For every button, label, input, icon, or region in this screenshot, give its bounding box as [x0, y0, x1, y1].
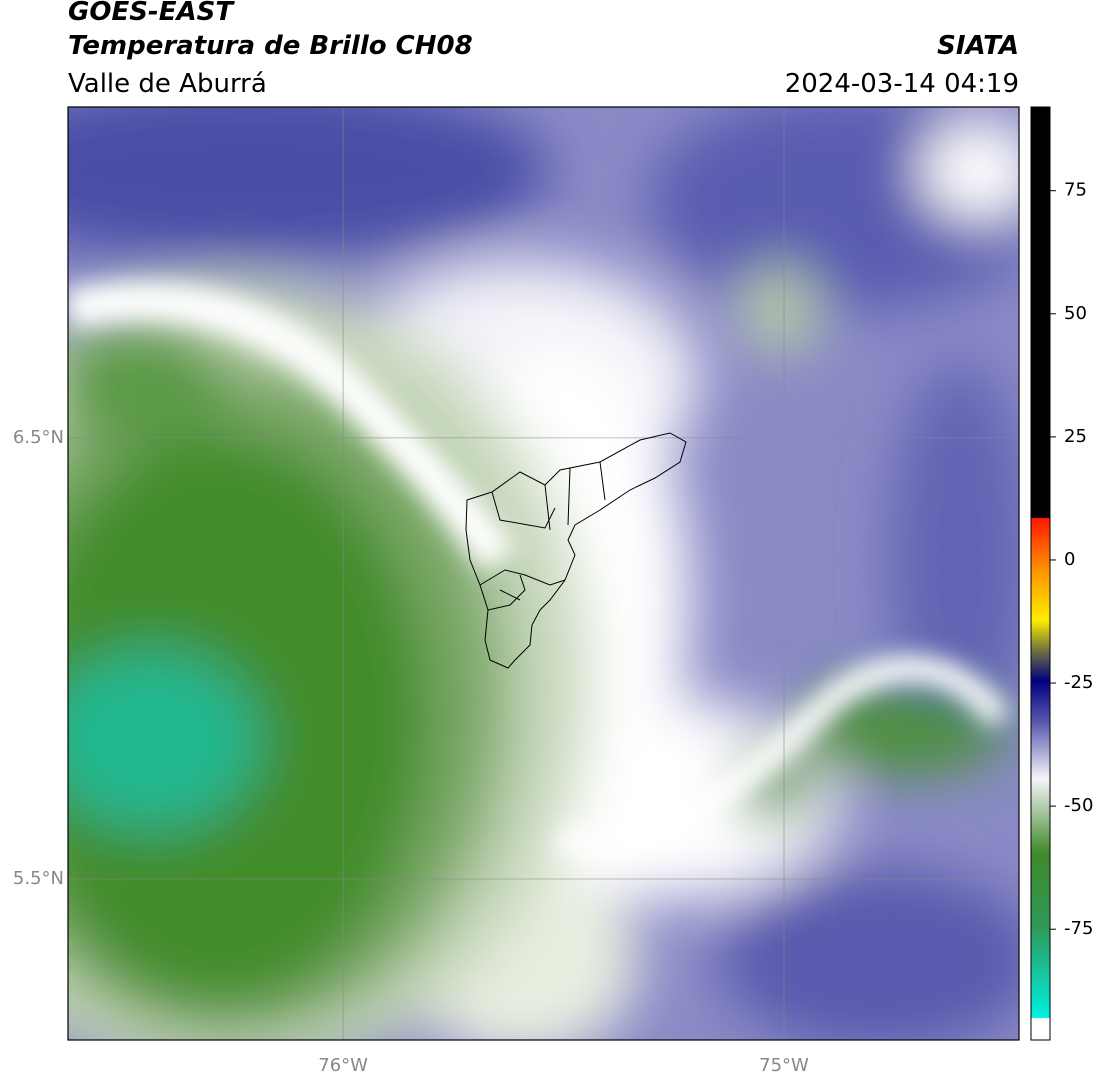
- lon-label: 75°W: [759, 1055, 809, 1076]
- colorbar-tick-label: -75: [1064, 918, 1093, 939]
- labels: 6.5°N 5.5°N 76°W 75°W 75 50 25 0 -25 -50 -75: [13, 180, 1094, 1076]
- lat-label: 5.5°N: [13, 868, 64, 889]
- subtitle: Temperatura de Brillo CH08: [68, 31, 473, 61]
- lon-label: 76°W: [318, 1055, 368, 1076]
- grid: [68, 107, 1019, 1040]
- timestamp: 2024-03-14 04:19: [785, 69, 1019, 99]
- map-frame: [67, 106, 1020, 1041]
- region-outline: [465, 432, 687, 669]
- colorbar-tick-label: 25: [1064, 426, 1087, 447]
- lat-label: 6.5°N: [13, 427, 64, 448]
- colorbar-tick-label: 0: [1064, 549, 1075, 570]
- colorbar-tick-label: 50: [1064, 303, 1087, 324]
- region: Valle de Aburrá: [68, 69, 267, 99]
- colorbar-tick-label: -25: [1064, 672, 1093, 693]
- colorbar-tick-label: 75: [1064, 180, 1087, 201]
- colorbar-tick-label: -50: [1064, 795, 1093, 816]
- colorbar: [1030, 106, 1051, 1041]
- source: SIATA: [937, 31, 1019, 61]
- satellite-image: [68, 107, 1019, 1040]
- title: GOES-EAST: [68, 0, 235, 27]
